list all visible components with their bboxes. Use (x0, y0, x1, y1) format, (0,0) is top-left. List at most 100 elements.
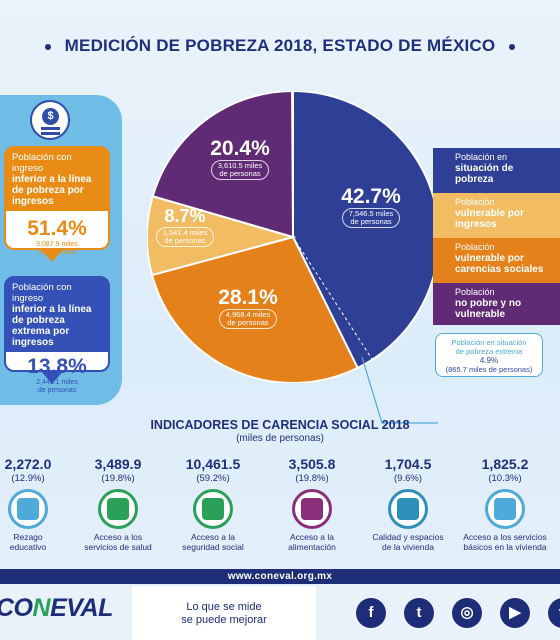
indicator-value: 2,272.0 (4, 456, 52, 472)
card-pointer (40, 248, 64, 262)
slogan: Lo que se mide se puede mejorar (132, 586, 316, 640)
slice-label-ingresos: 8.7% 1,541.4 miles de personas (150, 205, 220, 248)
slice-percent: 8.7% (164, 206, 206, 226)
legend-bold: vulnerable por ingresos (455, 207, 524, 230)
card-label-bold: inferior a la línea de pobreza por ingre… (12, 174, 92, 207)
indicator-percent: (12.9%) (11, 473, 45, 484)
indicator-value: 1,825.2 (481, 456, 529, 472)
slogan-line-1: Lo que se mide (186, 601, 262, 613)
card-label: Población con ingreso inferior a la líne… (6, 278, 108, 352)
legend-no-pobre: Población no pobre y no vulnerable (433, 283, 560, 325)
card-sub-2: de personas (37, 387, 77, 394)
card-label-text: Población con ingreso (12, 282, 72, 304)
indicator-percent: (59.2%) (196, 473, 230, 484)
indicator-value: 3,505.8 (288, 456, 336, 472)
indicator-value: 3,489.9 (94, 456, 142, 472)
youtube-icon[interactable]: ▶ (500, 598, 530, 628)
indicator-value: 1,704.5 (384, 456, 432, 472)
indicator-rezago-educativo: 2,272.0 (12.9%) Rezago educativo (0, 456, 78, 552)
vivienda-icon (388, 489, 428, 529)
card-pointer (40, 370, 64, 384)
indicators-title: INDICADORES DE CARENCIA SOCIAL 2018 (150, 418, 410, 432)
legend-pre: Población (455, 242, 495, 252)
income-poverty-card: Población con ingreso inferior a la líne… (4, 146, 110, 256)
extreme-poverty-dash (292, 236, 373, 360)
slice-no-pobre (151, 91, 295, 239)
slice-sub-1: 3,610.5 miles (217, 161, 263, 170)
coneval-logo: CONEVAL (0, 594, 113, 622)
vimeo-icon[interactable]: v (548, 598, 560, 628)
slice-sub-2: de personas (219, 169, 261, 178)
slice-sub: 4,968.4 miles de personas (218, 309, 278, 329)
indicator-seguridad-social: 10,461.5 (59.2%) Acceso a la seguridad so… (163, 456, 263, 552)
legend-bold: vulnerable por carencias sociales (455, 252, 544, 275)
slice-sub-1: 4,968.4 miles (225, 310, 271, 319)
indicator-value: 10,461.5 (185, 456, 241, 472)
indicator-percent: (19.8%) (295, 473, 329, 484)
card-percent: 51.4% (27, 217, 87, 240)
slice-label-no-pobre: 20.4% 3,610.5 miles de personas (200, 138, 280, 181)
indicator-label: Acceso a los servicios de salud (84, 532, 152, 552)
indicator-label: Acceso a los servicios básicos en la vivi… (463, 532, 547, 552)
slice-sub: 1,541.4 miles de personas (155, 227, 215, 247)
slice-sub: 3,610.5 miles de personas (210, 160, 270, 180)
card-label: Población con ingreso inferior a la líne… (6, 148, 108, 211)
indicator-label: Rezago educativo (9, 532, 47, 552)
indicator-vivienda: 1,704.5 (9.6%) Calidad y espacios de la v… (358, 456, 458, 552)
page-title: MEDICIÓN DE POBREZA 2018, ESTADO DE MÉXI… (0, 36, 560, 56)
bullet-dot (44, 43, 51, 50)
slice-percent: 28.1% (218, 286, 278, 309)
slice-sub-1: 7,546.5 miles (348, 209, 394, 218)
extreme-poverty-callout: Población en situación de pobreza extrem… (435, 333, 543, 377)
callout-connector (361, 356, 438, 424)
slice-sub-2: de personas (350, 217, 392, 226)
card-sub-1: 9,087.9 miles (36, 241, 78, 248)
extreme-income-poverty-card: Población con ingreso inferior a la líne… (4, 276, 110, 394)
indicator-servicios-basicos: 1,825.2 (10.3%) Acceso a los servicios bá… (455, 456, 555, 552)
slice-sub-2: de personas (227, 318, 269, 327)
bullet-dot (509, 43, 516, 50)
rezago-educativo-icon (8, 489, 48, 529)
legend-vulnerable-carencias: Población vulnerable por carencias social… (433, 238, 560, 283)
website-link[interactable]: www.coneval.org.mx (0, 569, 560, 584)
indicator-salud: 3,489.9 (19.8%) Acceso a los servicios de… (68, 456, 168, 552)
slogan-line-2: se puede mejorar (181, 614, 267, 626)
indicator-alimentacion: 3,505.8 (19.8%) Acceso a la alimentación (262, 456, 362, 552)
legend-pre: Población (455, 287, 495, 297)
legend-pre: Población (455, 197, 495, 207)
slice-percent: 42.7% (341, 185, 401, 208)
instagram-icon[interactable]: ◎ (452, 598, 482, 628)
slice-sub-1: 1,541.4 miles (162, 228, 208, 237)
callout-miles: (865.7 miles de personas) (445, 365, 533, 374)
slice-label-carencias: 28.1% 4,968.4 miles de personas (198, 287, 298, 330)
slice-sub: 7,546.5 miles de personas (341, 208, 401, 228)
salud-icon (98, 489, 138, 529)
facebook-icon[interactable]: f (356, 598, 386, 628)
seguridad-social-icon (193, 489, 233, 529)
indicator-percent: (9.6%) (394, 473, 422, 484)
money-icon: $ (30, 100, 70, 140)
legend-pobreza: Población en situación de pobreza (433, 148, 560, 193)
indicator-label: Acceso a la alimentación (288, 532, 336, 552)
callout-line-2: de pobreza extrema (455, 347, 523, 356)
callout-percent: 4.9% (479, 356, 499, 365)
card-label-bold: inferior a la línea de pobreza extrema p… (12, 304, 92, 348)
slice-percent: 20.4% (210, 137, 270, 160)
servicios-basicos-icon (485, 489, 525, 529)
slice-sub-2: de personas (164, 236, 206, 245)
indicator-label: Acceso a la seguridad social (182, 532, 244, 552)
alimentacion-icon (292, 489, 332, 529)
card-label-text: Población con ingreso (12, 152, 72, 174)
title-text: MEDICIÓN DE POBREZA 2018, ESTADO DE MÉXI… (64, 36, 496, 55)
legend-bold: situación de pobreza (455, 162, 514, 185)
indicator-percent: (19.8%) (101, 473, 135, 484)
indicator-percent: (10.3%) (488, 473, 522, 484)
legend-vulnerable-ingresos: Población vulnerable por ingresos (433, 193, 560, 238)
twitter-icon[interactable]: t (404, 598, 434, 628)
callout-line-1: Población en situación (451, 338, 527, 347)
legend-pre: Población en (455, 152, 508, 162)
slice-label-pobreza: 42.7% 7,546.5 miles de personas (316, 186, 426, 229)
legend-bold: no pobre y no vulnerable (455, 297, 522, 320)
indicators-subtitle: (miles de personas) (236, 433, 324, 444)
